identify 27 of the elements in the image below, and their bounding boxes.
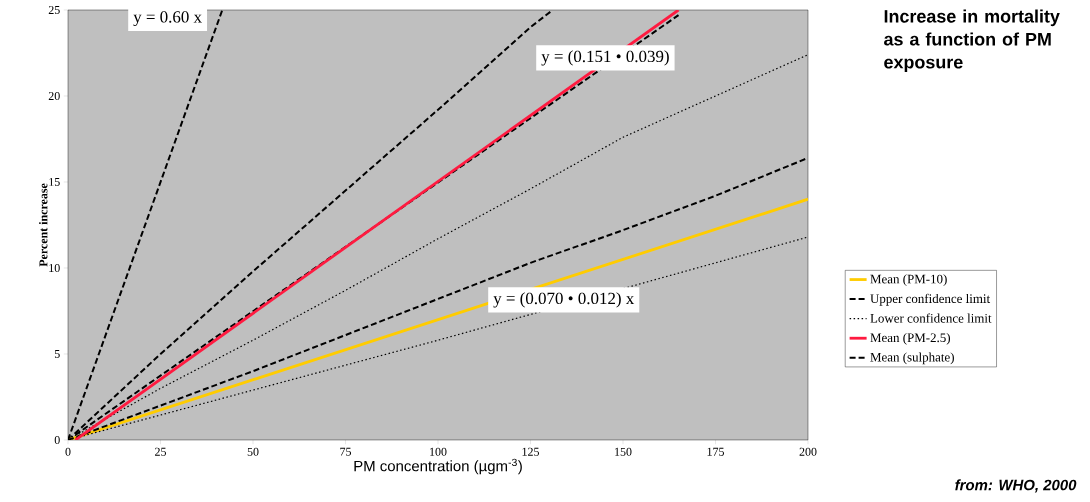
x-tick-label: 50	[247, 447, 259, 456]
x-tick-label: 125	[522, 447, 540, 456]
annotation: y = (0.151 • 0.039)	[541, 50, 669, 66]
y-axis-title: Percent increase	[39, 183, 48, 267]
y-tick-label: 0	[54, 435, 60, 445]
legend-label: Mean (PM-10)	[870, 274, 947, 287]
annotation: y = 0.60 x	[133, 11, 202, 27]
text: Increase in mortality as a function of PM exposure	[884, 9, 1060, 73]
y-tick-label: 15	[49, 177, 60, 186]
x-tick-label: 200	[799, 447, 817, 456]
x-tick-label: 100	[430, 447, 447, 456]
legend-label: Mean (PM-2.5)	[870, 332, 951, 345]
legend-label: Lower confidence limit	[870, 313, 992, 323]
text: from: WHO, 2000	[955, 479, 1077, 493]
x-axis-title: PM concentration (µgm$^{-3}$)	[354, 458, 522, 475]
y-tick-label: 25	[48, 5, 60, 14]
x-tick-label: 175	[707, 447, 725, 456]
x-tick-label: 75	[340, 447, 352, 456]
y-tick-label: 10	[49, 263, 60, 273]
x-tick-label: 25	[155, 447, 167, 456]
legend-label: Upper confidence limit	[870, 293, 991, 306]
y-tick-label: 20	[48, 91, 60, 101]
annotation: y = (0.070 • 0.012) x	[493, 292, 635, 308]
y-tick-label: 5	[54, 350, 60, 358]
legend-label: Mean (sulphate)	[870, 352, 954, 365]
x-tick-label: 150	[615, 447, 632, 456]
x-tick-label: 0	[65, 447, 71, 456]
